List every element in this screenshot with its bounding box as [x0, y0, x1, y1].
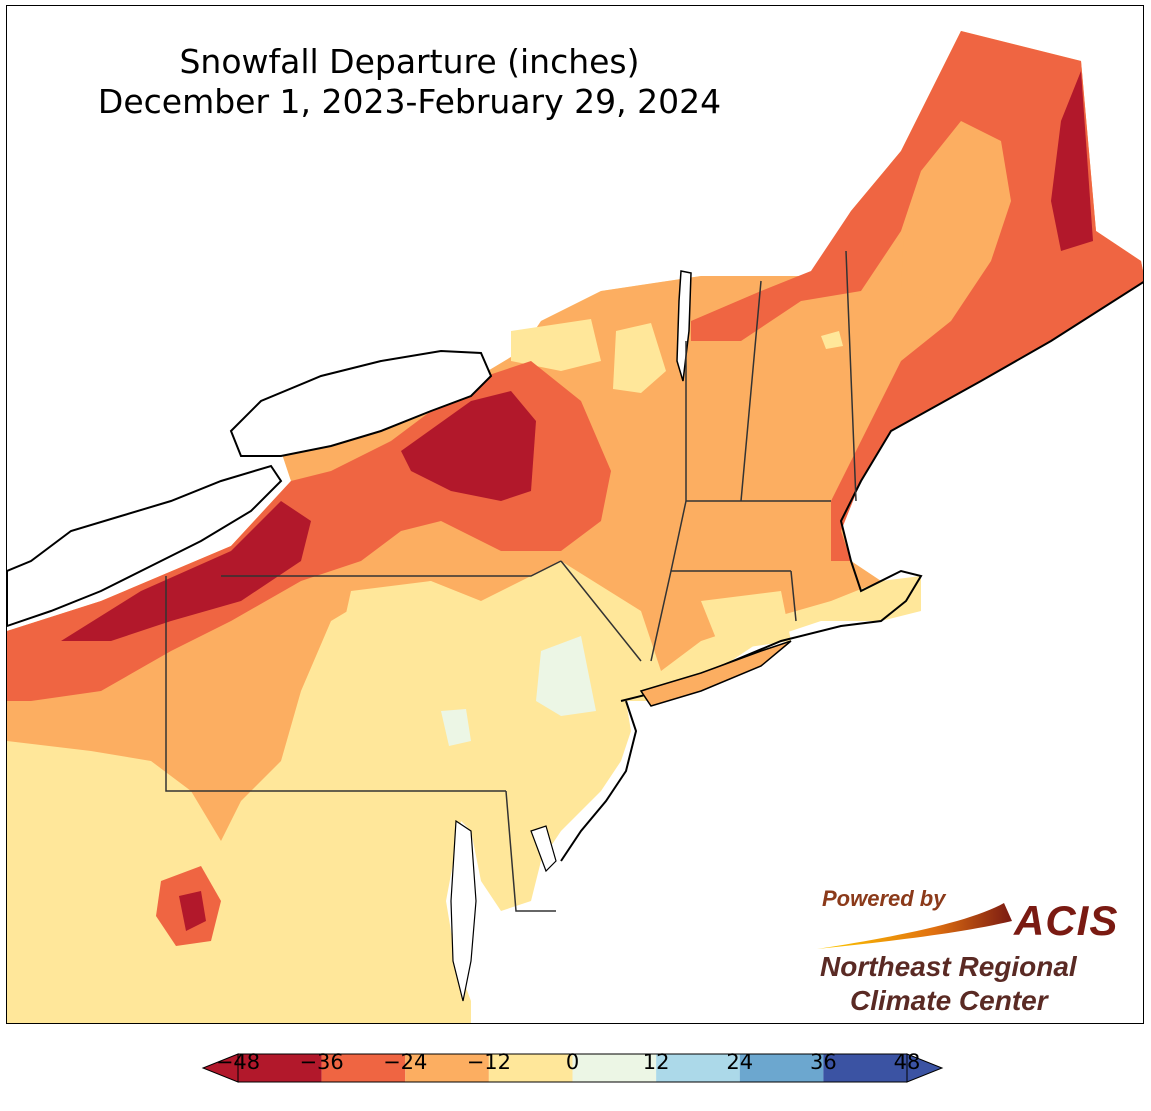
- state-borders: [165, 250, 857, 912]
- lake-champlain: [676, 270, 692, 382]
- colorbar-tick-label: 12: [642, 1050, 670, 1074]
- colorbar-swatch: [405, 1054, 489, 1082]
- colorbar-tick-label: −12: [466, 1050, 512, 1074]
- lake-erie: [7, 464, 283, 628]
- nj-coast: [560, 700, 638, 862]
- zone-yellow-ny: [511, 319, 601, 371]
- map-title: Snowfall Departure (inches): [179, 42, 640, 81]
- zone-green-pa-central: [441, 709, 471, 746]
- colorbar-swatch: [488, 1054, 573, 1082]
- colorbar-tick-label: 0: [565, 1050, 580, 1074]
- colorbar-swatch: [321, 1054, 406, 1082]
- colorbar-swatch: [739, 1054, 824, 1082]
- zone-darkred-tug: [401, 391, 536, 501]
- zone-red-ne: [691, 31, 1143, 561]
- map-subtitle: December 1, 2023-February 29, 2024: [97, 82, 722, 121]
- org-name-line1: Northeast Regional: [820, 951, 1077, 982]
- zone-yellow-pa: [331, 581, 481, 721]
- chesapeake-bay: [450, 819, 477, 1002]
- zone-darkred-erie: [61, 501, 311, 641]
- map-panel: Snowfall Departure (inches) December 1, …: [6, 5, 1144, 1024]
- colorbar-tick-label: 24: [726, 1050, 754, 1074]
- zone-yellow-me: [901, 131, 1011, 301]
- colorbar-tick-label: −36: [299, 1050, 344, 1074]
- colorbar-tick-label: −48: [215, 1050, 261, 1074]
- acis-wordmark: ACIS: [1014, 897, 1119, 944]
- zone-darkred-me: [1051, 71, 1093, 251]
- powered-by-text: Powered by: [822, 886, 946, 911]
- coastline: [620, 281, 1143, 702]
- acis-logo: Powered by ACIS Northeast Regional Clima…: [812, 881, 1142, 1021]
- zone-yellow-nh: [821, 331, 843, 349]
- colorbar-tick-label: −24: [383, 1050, 428, 1074]
- colorbar: [201, 1053, 944, 1083]
- zone-green-pa-east: [536, 636, 596, 716]
- map-canvas: [7, 31, 1143, 1023]
- lake-ontario: [229, 349, 493, 457]
- colorbar-swatch: [656, 1054, 740, 1082]
- long-island: [639, 640, 792, 707]
- colorbar-swatch: [238, 1054, 322, 1082]
- swoosh-graphic: [817, 903, 1012, 949]
- colorbar-tick-label: 36: [810, 1050, 837, 1074]
- colorbar-swatch: [572, 1054, 657, 1082]
- colorbar-tick-label: 48: [893, 1050, 921, 1074]
- colorbar-outline: [237, 1053, 908, 1083]
- zone-yellow-ct: [701, 591, 791, 651]
- org-name-line2: Climate Center: [850, 985, 1048, 1016]
- zone-yellow-vt: [613, 323, 666, 393]
- zone-darkred-wv: [179, 891, 206, 931]
- colorbar-swatch: [823, 1054, 907, 1082]
- delaware-bay: [530, 825, 557, 873]
